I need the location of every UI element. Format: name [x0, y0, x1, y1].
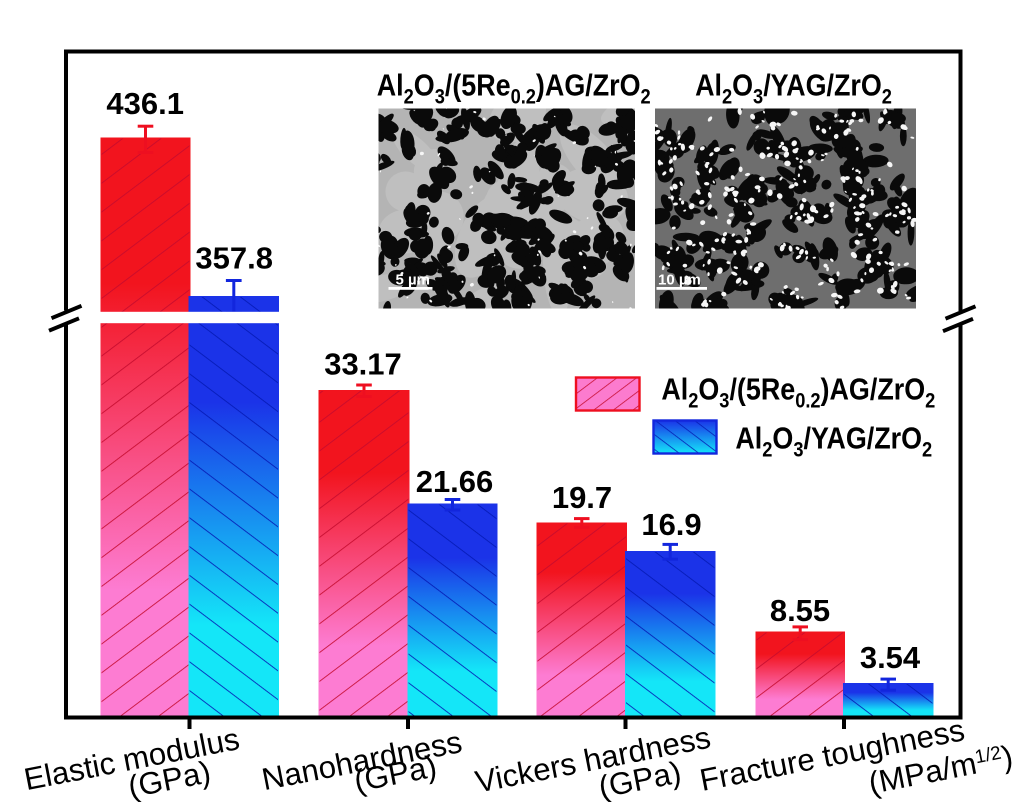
svg-text:Al2O3/(5Re0.2)AG/ZrO2: Al2O3/(5Re0.2)AG/ZrO2 — [661, 373, 935, 413]
svg-text:33.17: 33.17 — [324, 347, 402, 382]
svg-text:8.55: 8.55 — [770, 593, 830, 628]
svg-text:5 µm: 5 µm — [396, 272, 431, 289]
svg-text:19.7: 19.7 — [552, 480, 612, 515]
svg-text:357.8: 357.8 — [195, 241, 273, 276]
svg-text:436.1: 436.1 — [106, 86, 184, 121]
svg-text:16.9: 16.9 — [641, 507, 701, 542]
svg-text:10 µm: 10 µm — [658, 272, 701, 289]
svg-text:Al2O3/(5Re0.2)AG/ZrO2: Al2O3/(5Re0.2)AG/ZrO2 — [377, 69, 651, 109]
svg-text:21.66: 21.66 — [416, 464, 494, 499]
svg-text:Al2O3/YAG/ZrO2: Al2O3/YAG/ZrO2 — [735, 422, 932, 462]
svg-text:Al2O3/YAG/ZrO2: Al2O3/YAG/ZrO2 — [695, 69, 892, 109]
svg-text:3.54: 3.54 — [860, 640, 921, 675]
